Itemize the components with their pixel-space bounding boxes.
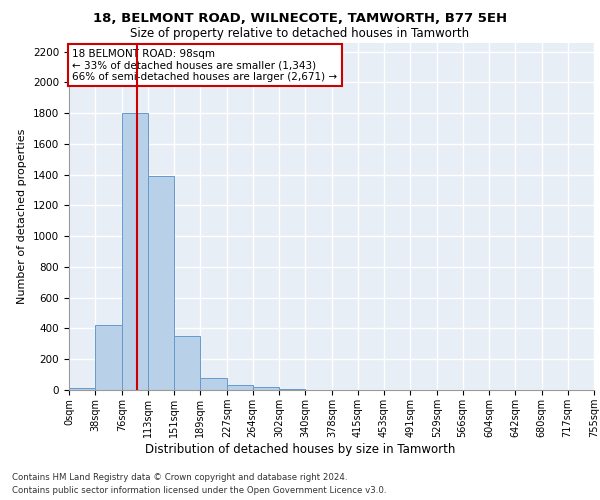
- Bar: [122, 113, 148, 390]
- Text: 18, BELMONT ROAD, WILNECOTE, TAMWORTH, B77 5EH: 18, BELMONT ROAD, WILNECOTE, TAMWORTH, B…: [93, 12, 507, 26]
- Bar: [200, 378, 227, 390]
- Text: 18 BELMONT ROAD: 98sqm
← 33% of detached houses are smaller (1,343)
66% of semi-: 18 BELMONT ROAD: 98sqm ← 33% of detached…: [73, 48, 338, 82]
- Bar: [95, 326, 122, 390]
- Bar: [227, 386, 253, 390]
- Bar: [174, 336, 200, 390]
- Bar: [279, 389, 305, 390]
- Text: Distribution of detached houses by size in Tamworth: Distribution of detached houses by size …: [145, 442, 455, 456]
- Bar: [253, 387, 279, 390]
- Bar: [69, 388, 95, 390]
- Bar: [148, 176, 174, 390]
- Text: Size of property relative to detached houses in Tamworth: Size of property relative to detached ho…: [130, 28, 470, 40]
- Y-axis label: Number of detached properties: Number of detached properties: [17, 128, 28, 304]
- Text: Contains public sector information licensed under the Open Government Licence v3: Contains public sector information licen…: [12, 486, 386, 495]
- Text: Contains HM Land Registry data © Crown copyright and database right 2024.: Contains HM Land Registry data © Crown c…: [12, 472, 347, 482]
